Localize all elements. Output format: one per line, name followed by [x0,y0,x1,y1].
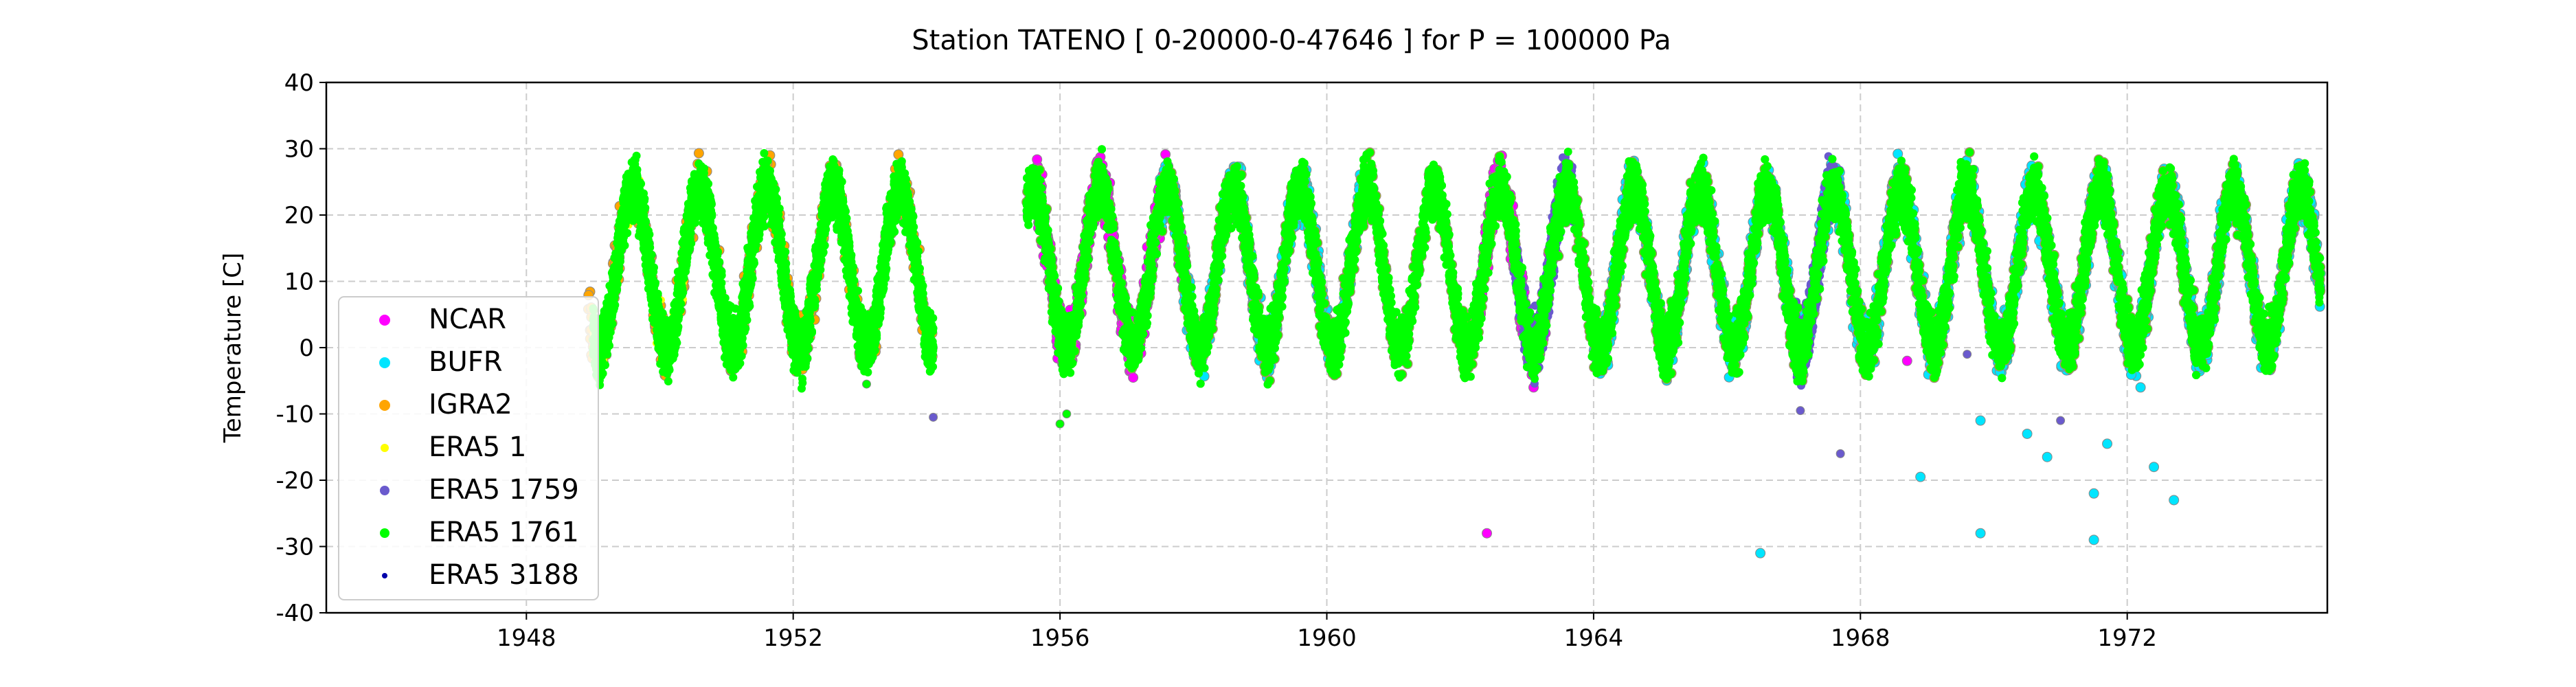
data-point [1032,154,1043,165]
outlier-point [1482,528,1493,539]
plot-area [325,81,2329,614]
data-point [1128,372,1139,383]
outlier-point [1901,355,1912,366]
data-points [583,145,2326,559]
chart-title: Station TATENO [ 0-20000-0-47646 ] for P… [912,25,1671,56]
